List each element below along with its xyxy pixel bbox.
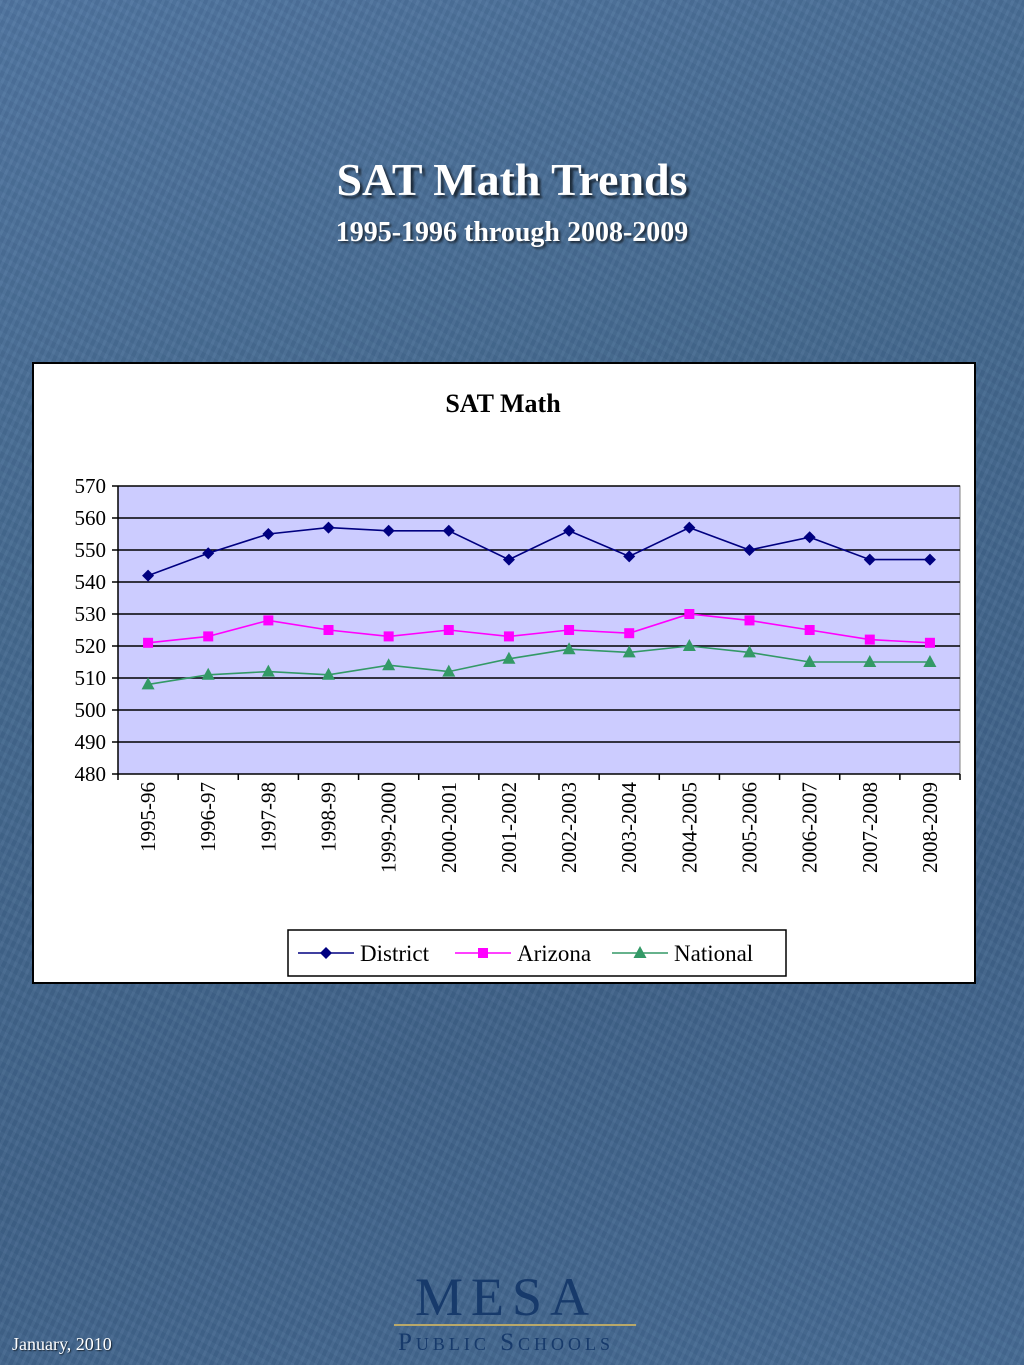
legend-label-national: National bbox=[674, 941, 753, 966]
data-point-national bbox=[682, 639, 696, 651]
data-point-district bbox=[743, 544, 756, 556]
data-point-arizona bbox=[744, 615, 755, 626]
data-point-arizona bbox=[203, 631, 214, 642]
x-tick-label: 2006-2007 bbox=[798, 782, 822, 873]
slide-subtitle: 1995-1996 through 2008-2009 bbox=[335, 217, 689, 248]
data-point-national bbox=[141, 677, 155, 690]
data-point-arizona bbox=[804, 625, 815, 635]
y-tick-label: 510 bbox=[75, 666, 107, 690]
x-tick-label: 2004-2005 bbox=[677, 782, 701, 873]
data-point-arizona bbox=[503, 631, 514, 642]
data-point-national bbox=[622, 645, 636, 658]
data-point-district bbox=[322, 521, 335, 534]
data-point-national bbox=[803, 655, 817, 667]
x-tick-label: 2008-2009 bbox=[918, 782, 942, 873]
slide-title: SAT Math Trends bbox=[336, 154, 688, 205]
data-point-national bbox=[502, 651, 516, 664]
data-point-arizona bbox=[443, 625, 454, 635]
x-tick-label: 2000-2001 bbox=[437, 782, 461, 873]
data-point-district bbox=[442, 524, 455, 537]
data-point-district bbox=[382, 524, 395, 537]
y-tick-label: 490 bbox=[75, 730, 107, 754]
data-point-national bbox=[382, 658, 396, 671]
data-point-national bbox=[442, 664, 456, 677]
data-point-district bbox=[923, 553, 936, 566]
data-point-district bbox=[502, 553, 515, 566]
x-tick-label: 1999-2000 bbox=[377, 782, 401, 873]
legend-label-district: District bbox=[360, 941, 430, 966]
chart-title: SAT Math bbox=[445, 389, 561, 418]
data-point-national bbox=[743, 645, 756, 658]
y-tick-label: 520 bbox=[75, 634, 107, 658]
y-tick-label: 480 bbox=[75, 762, 107, 786]
data-point-arizona bbox=[864, 634, 875, 645]
chart-container: SAT Math 570 560 550 540 530 520 510 500 490 480 19… bbox=[32, 362, 976, 984]
data-point-national bbox=[863, 655, 877, 667]
data-point-arizona bbox=[624, 628, 635, 639]
mesa-logo: MESA Public Schools bbox=[372, 1268, 640, 1358]
data-point-national bbox=[562, 642, 576, 655]
data-point-national bbox=[261, 664, 275, 677]
data-point-district bbox=[803, 531, 816, 544]
data-point-national bbox=[201, 667, 215, 680]
y-tick-label: 530 bbox=[75, 602, 107, 626]
y-tick-label: 550 bbox=[75, 538, 107, 562]
legend-marker-arizona bbox=[478, 948, 488, 958]
x-tick-label: 1998-99 bbox=[317, 782, 341, 852]
data-point-district bbox=[142, 569, 155, 582]
x-tick-label: 2007-2008 bbox=[858, 782, 882, 873]
logo-main-text: MESA bbox=[414, 1267, 598, 1327]
data-point-district bbox=[262, 528, 275, 540]
x-tick-label: 2003-2004 bbox=[617, 782, 641, 873]
sat-math-chart: SAT Math 570 560 550 540 530 520 510 500 490 480 19… bbox=[75, 389, 961, 977]
y-tick-label: 540 bbox=[75, 570, 107, 594]
data-point-district bbox=[202, 547, 215, 560]
legend bbox=[287, 929, 787, 977]
legend-marker-district bbox=[320, 947, 332, 959]
x-tick-label: 1995-96 bbox=[136, 782, 160, 852]
data-point-national bbox=[322, 667, 335, 680]
data-point-district bbox=[563, 524, 576, 537]
data-point-district bbox=[863, 553, 876, 566]
legend-label-arizona: Arizona bbox=[517, 941, 591, 966]
series-line-arizona bbox=[147, 613, 930, 644]
y-tick-label: 560 bbox=[75, 506, 107, 530]
plot-area bbox=[117, 485, 961, 775]
x-tick-label: 2001-2002 bbox=[497, 782, 521, 873]
logo-divider bbox=[394, 1324, 636, 1326]
logo-sub-text: Public Schools bbox=[397, 1329, 615, 1356]
data-point-arizona bbox=[143, 637, 154, 648]
legend-marker-national bbox=[633, 946, 647, 958]
data-point-arizona bbox=[383, 631, 394, 642]
data-point-national bbox=[923, 655, 937, 667]
series-line-district bbox=[147, 526, 930, 577]
x-tick-label: 2005-2006 bbox=[738, 782, 762, 873]
data-point-arizona bbox=[323, 625, 334, 635]
x-tick-label: 2002-2003 bbox=[557, 782, 581, 873]
y-tick-label: 500 bbox=[75, 698, 107, 722]
data-point-arizona bbox=[684, 609, 695, 619]
x-tick-label: 1997-98 bbox=[256, 782, 280, 852]
x-tick-label: 1996-97 bbox=[196, 782, 220, 852]
y-tick-label: 570 bbox=[75, 474, 107, 498]
data-point-arizona bbox=[564, 625, 575, 635]
data-point-district bbox=[623, 550, 636, 563]
data-point-arizona bbox=[263, 615, 274, 626]
footer-date: January, 2010 bbox=[12, 1334, 112, 1354]
data-point-arizona bbox=[924, 637, 935, 648]
series-line-national bbox=[147, 645, 930, 686]
data-point-district bbox=[683, 521, 696, 534]
